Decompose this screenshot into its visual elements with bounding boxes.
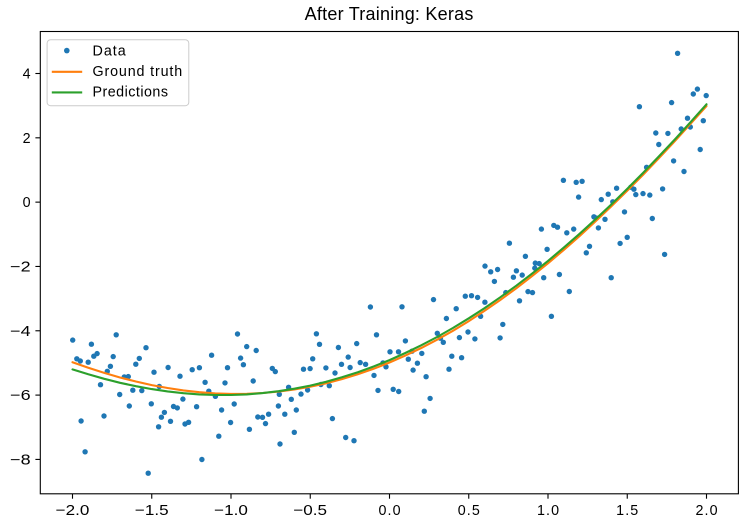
svg-text:2.0: 2.0 [695,503,717,519]
svg-text:Ground truth: Ground truth [93,64,183,80]
svg-text:2: 2 [23,131,31,147]
svg-text:−6: −6 [10,388,31,404]
svg-text:After Training: Keras: After Training: Keras [305,4,474,24]
svg-text:−2.0: −2.0 [56,503,90,519]
svg-text:−4: −4 [10,324,31,340]
svg-text:−8: −8 [10,452,31,468]
svg-text:−1.5: −1.5 [135,503,169,519]
svg-text:−2: −2 [10,260,31,276]
svg-text:0.5: 0.5 [458,503,480,519]
svg-text:1.0: 1.0 [537,503,559,519]
svg-text:Data: Data [93,43,126,59]
svg-text:Predictions: Predictions [93,85,169,101]
svg-text:−0.5: −0.5 [293,503,327,519]
svg-text:0.0: 0.0 [378,503,400,519]
svg-text:4: 4 [23,67,31,83]
svg-text:1.5: 1.5 [616,503,638,519]
svg-text:0: 0 [23,195,31,211]
svg-text:−1.0: −1.0 [214,503,248,519]
